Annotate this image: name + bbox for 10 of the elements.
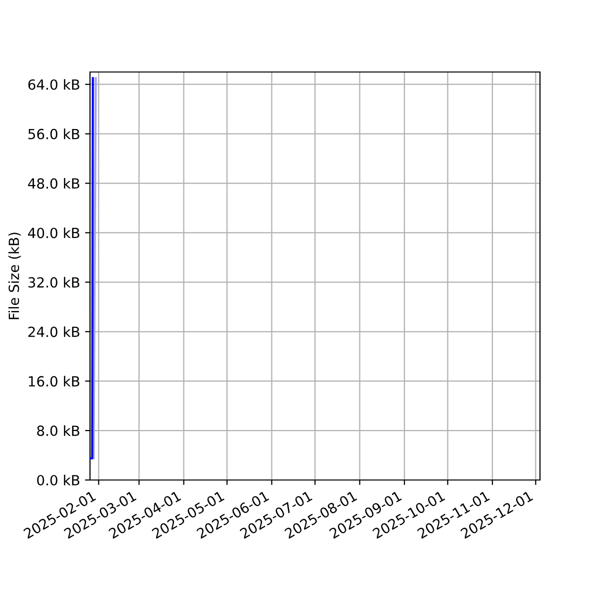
y-tick-label: 16.0 kB: [28, 376, 80, 387]
y-tick-label: 64.0 kB: [28, 79, 80, 90]
y-tick-label: 32.0 kB: [28, 276, 80, 288]
y-tick-label: 8.0 kB: [37, 425, 80, 436]
y-tick-label: 48.0 kB: [28, 178, 80, 189]
y-tick-label: 0.0 kB: [37, 474, 80, 486]
y-axis-title: File Size (kB): [8, 232, 21, 320]
y-tick-label: 24.0 kB: [28, 326, 80, 338]
y-tick-label: 56.0 kB: [28, 128, 80, 140]
y-tick-label: 40.0 kB: [28, 227, 80, 238]
